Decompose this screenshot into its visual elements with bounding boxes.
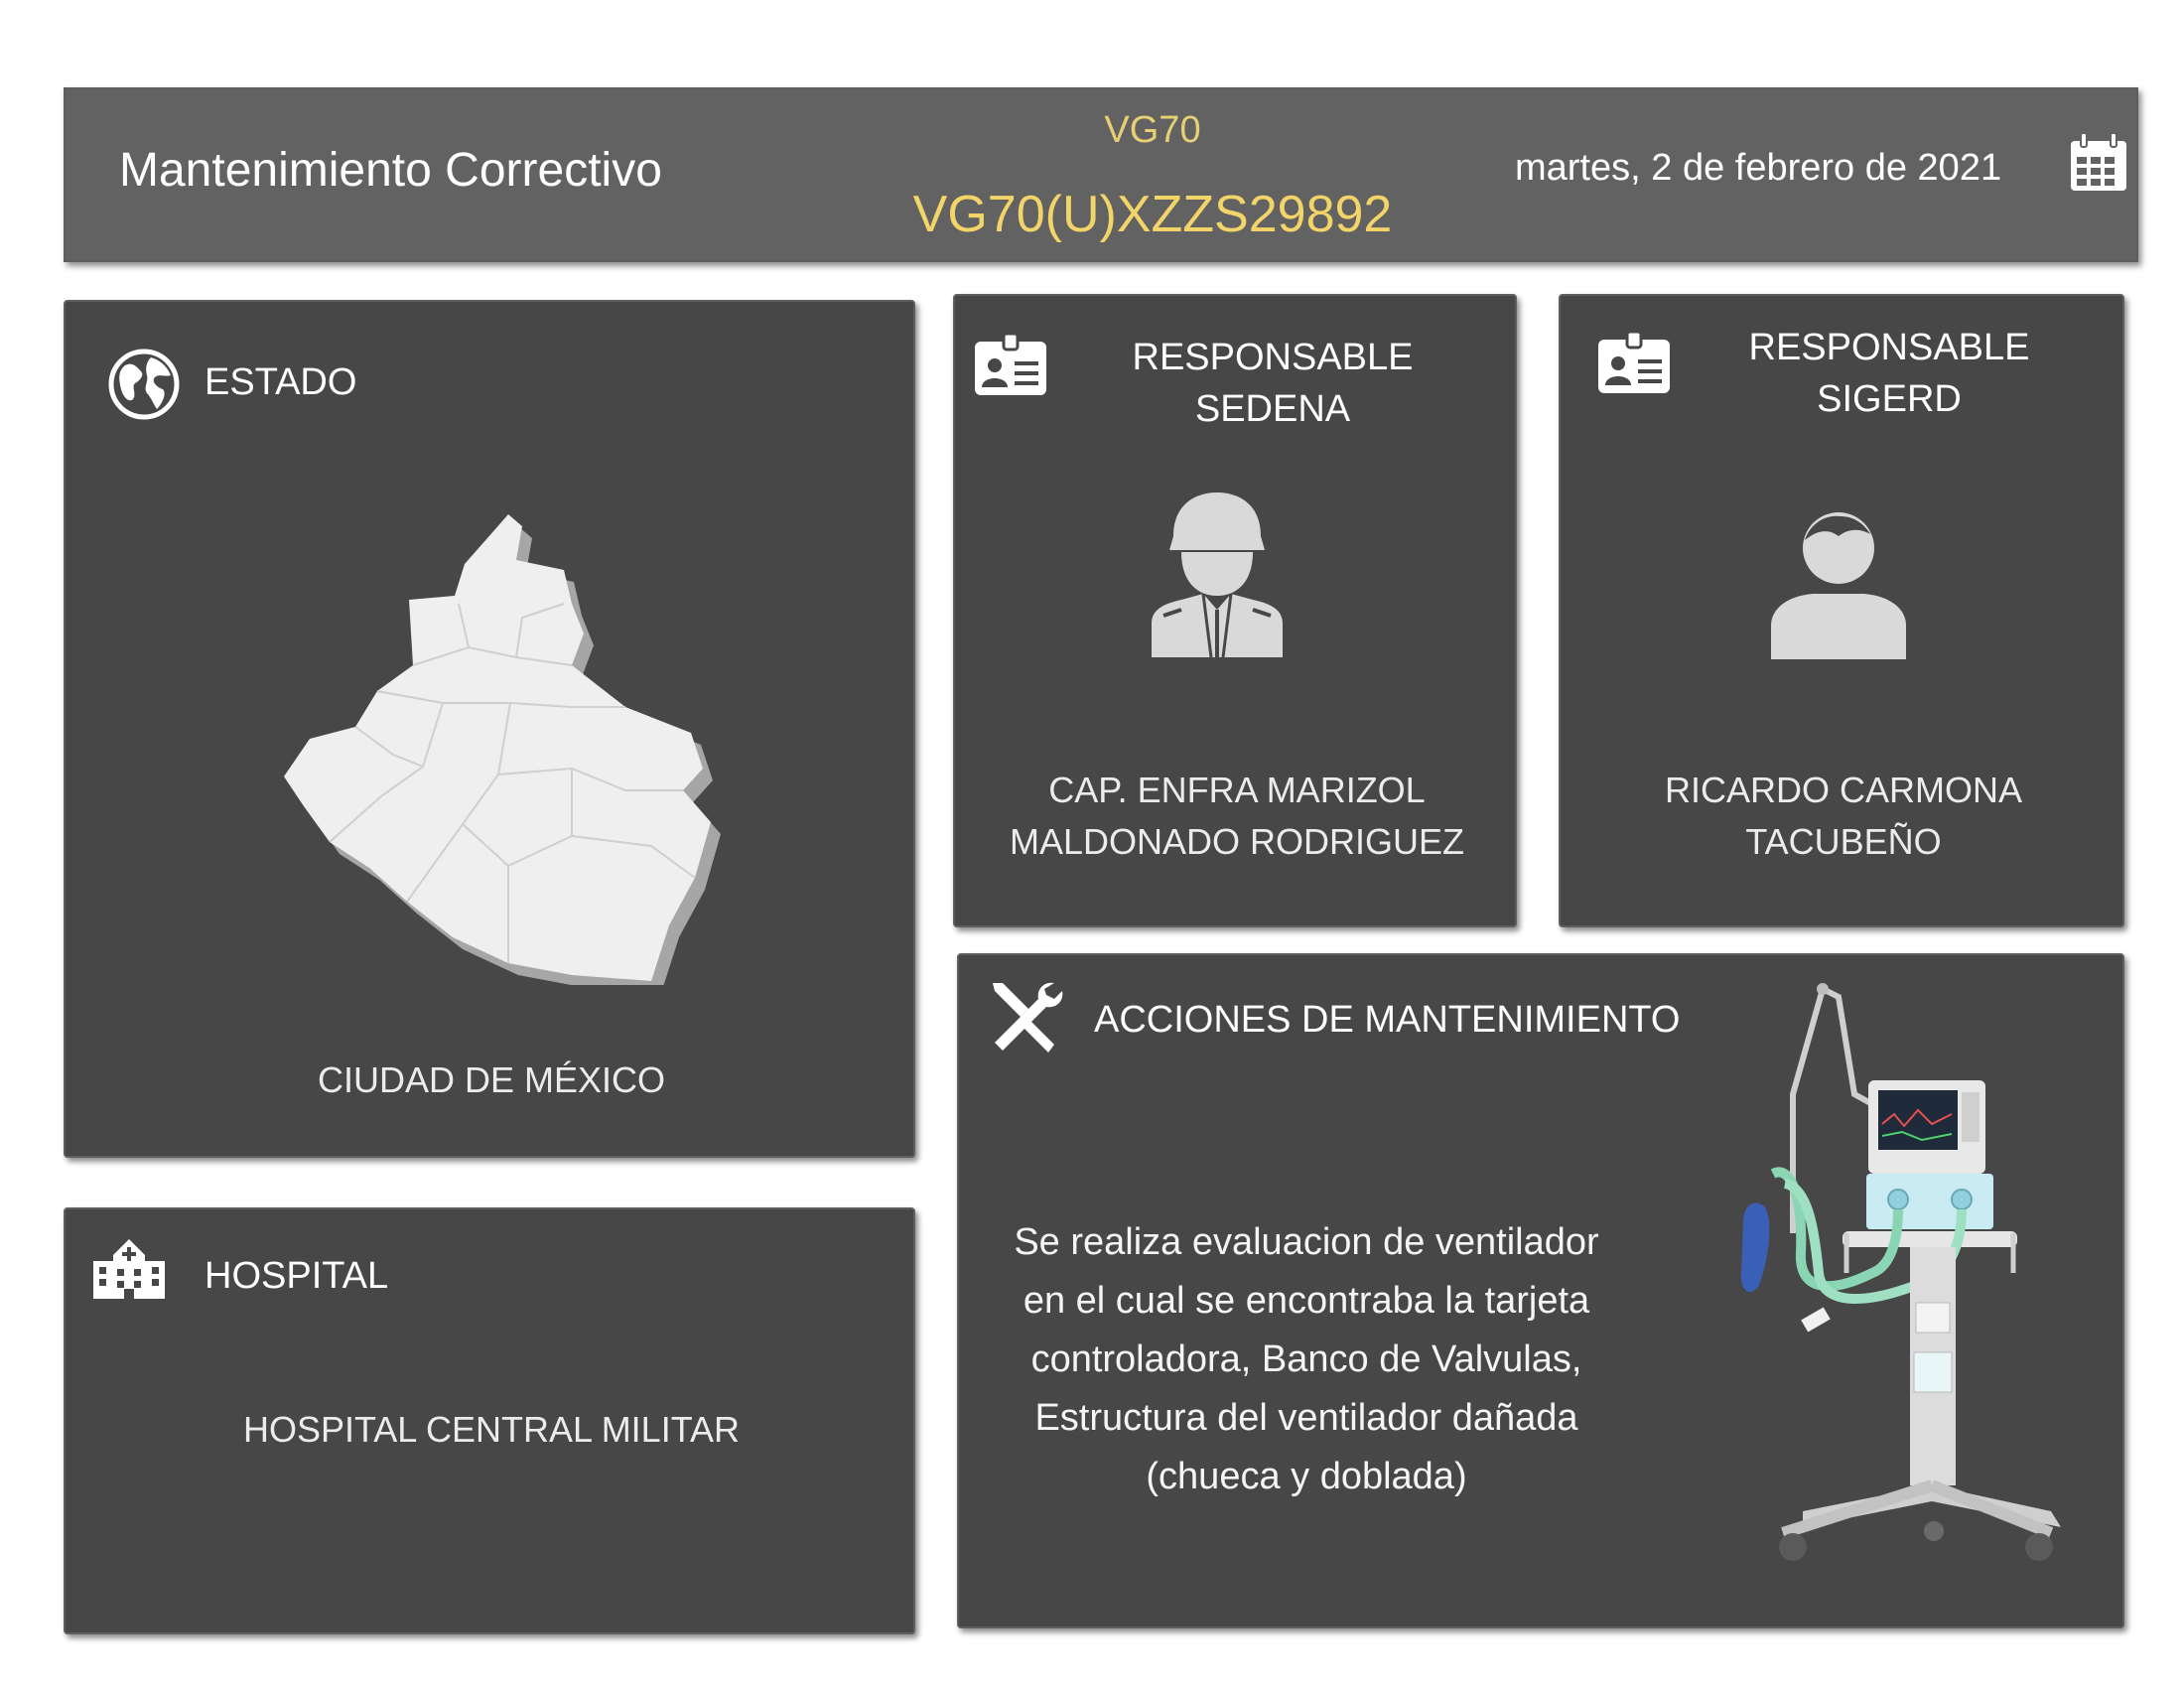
acciones-title: ACCIONES DE MANTENIMIENTO <box>1094 999 1681 1041</box>
acciones-line: (chueca y doblada) <box>1146 1456 1467 1497</box>
state-map-image <box>274 508 770 985</box>
sigerd-title: RESPONSABLE SIGERD <box>1686 322 2093 425</box>
sedena-name: CAP. ENFRA MARIZOL MALDONADO RODRIGUEZ <box>955 765 1519 868</box>
acciones-line: Estructura del ventilador dañada <box>1034 1397 1578 1439</box>
globe-icon <box>107 348 181 421</box>
responsable-sigerd-card: RESPONSABLE SIGERD RICARDO CARMONA TACUB… <box>1559 294 2124 927</box>
estado-card: ESTADO CIUDAD DE MÉXICO <box>64 300 915 1158</box>
sedena-title-line2: SEDENA <box>1194 388 1351 430</box>
sigerd-name-line1: RICARDO CARMONA <box>1664 770 2023 810</box>
acciones-line: en el cual se encontraba la tarjeta <box>1023 1280 1590 1322</box>
sedena-name-line2: MALDONADO RODRIGUEZ <box>1009 821 1465 862</box>
hospital-title: HOSPITAL <box>205 1255 389 1297</box>
sigerd-title-line1: RESPONSABLE <box>1748 327 2030 368</box>
acciones-line: Se realiza evaluacion de ventilador <box>1014 1221 1599 1263</box>
sigerd-name: RICARDO CARMONA TACUBEÑO <box>1561 765 2126 868</box>
page-title: Mantenimiento Correctivo <box>119 144 662 197</box>
id-card-icon <box>1596 330 1672 395</box>
ventilator-image <box>1723 975 2061 1571</box>
serial-number: VG70(U)XZZS29892 <box>912 186 1393 243</box>
soldier-icon <box>1148 491 1287 659</box>
estado-value: CIUDAD DE MÉXICO <box>317 1059 666 1100</box>
sigerd-name-line2: TACUBEÑO <box>1745 821 1942 862</box>
hospital-value: HOSPITAL CENTRAL MILITAR <box>242 1409 741 1450</box>
responsable-sedena-card: RESPONSABLE SEDENA CAP. ENFRA MARIZOL MA… <box>953 294 1517 927</box>
acciones-card: ACCIONES DE MANTENIMIENTO Se realiza eva… <box>957 953 2124 1628</box>
sedena-title: RESPONSABLE SEDENA <box>1074 332 1471 435</box>
model-label: VG70 <box>1104 109 1201 151</box>
hospital-icon <box>91 1235 167 1301</box>
tools-icon <box>985 979 1064 1058</box>
person-icon <box>1769 506 1908 661</box>
calendar-icon <box>2067 131 2130 195</box>
hospital-card: HOSPITAL HOSPITAL CENTRAL MILITAR <box>64 1207 915 1634</box>
sedena-title-line1: RESPONSABLE <box>1132 337 1414 378</box>
acciones-description: Se realiza evaluacion de ventilador en e… <box>959 1213 1654 1506</box>
acciones-line: controladora, Banco de Valvulas, <box>1030 1338 1582 1380</box>
report-date: martes, 2 de febrero de 2021 <box>1515 147 2002 189</box>
sigerd-title-line2: SIGERD <box>1817 378 1962 420</box>
estado-title: ESTADO <box>205 361 357 403</box>
header-bar: Mantenimiento Correctivo VG70 VG70(U)XZZ… <box>64 87 2138 262</box>
sedena-name-line1: CAP. ENFRA MARIZOL <box>1048 770 1426 810</box>
id-card-icon <box>973 332 1048 397</box>
